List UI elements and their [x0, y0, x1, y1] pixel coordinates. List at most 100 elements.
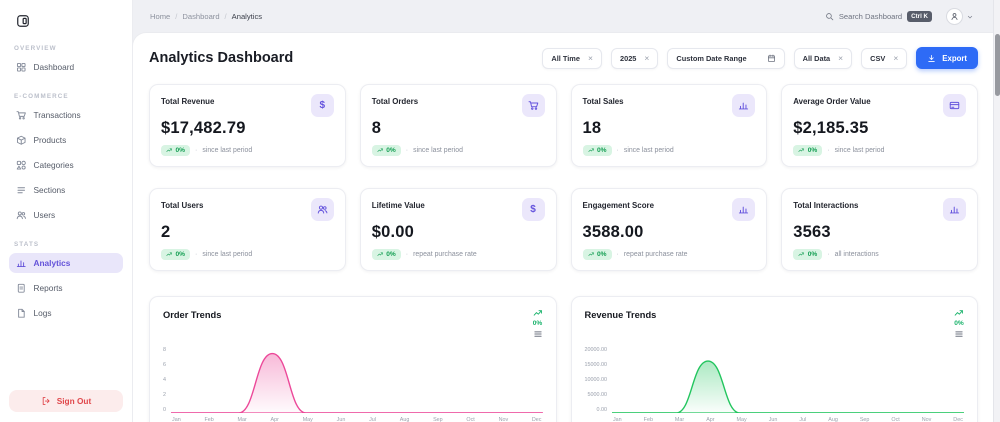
order-trends-chart-card: Order Trends 0% 8 6 4 2 0 [149, 296, 557, 422]
search-input[interactable]: Search Dashboard Ctrl K [825, 11, 932, 22]
x-tick-label: Nov [921, 417, 932, 422]
sidebar-item-sections[interactable]: Sections [9, 180, 123, 200]
y-tick-label: 5000.00 [587, 392, 607, 398]
scrollbar-thumb[interactable] [995, 34, 1000, 96]
products-box-icon [16, 135, 27, 146]
trend-up-icon [798, 251, 805, 258]
stat-label: Engagement Score [582, 201, 654, 210]
filter-chip-csv[interactable]: CSV × [861, 47, 908, 69]
logs-file-icon [16, 308, 27, 319]
sidebar-item-reports[interactable]: Reports [9, 278, 123, 298]
sidebar-item-dashboard[interactable]: Dashboard [9, 57, 123, 77]
breadcrumb-item-dashboard[interactable]: Dashboard [182, 12, 220, 21]
person-icon [950, 12, 959, 21]
chart-menu-icon[interactable] [954, 329, 964, 339]
x-tick-label: May [302, 417, 313, 422]
users-icon [16, 210, 27, 221]
x-tick-label: Aug [399, 417, 410, 422]
trend-up-icon [377, 251, 384, 258]
sections-lines-icon [16, 185, 27, 196]
sidebar-item-label: Sections [33, 185, 66, 195]
separator-dot: · [616, 147, 619, 154]
x-tick-label: Apr [270, 417, 279, 422]
trend-up-icon [588, 251, 595, 258]
x-tick-label: Dec [531, 417, 542, 422]
sidebar: OVERVIEW Dashboard E-COMMERCE Transactio… [0, 0, 133, 422]
sidebar-item-users[interactable]: Users [9, 205, 123, 225]
y-tick-label: 0.00 [596, 407, 607, 413]
search-icon [825, 12, 834, 21]
y-tick-label: 15000.00 [584, 362, 607, 368]
sidebar-item-analytics[interactable]: Analytics [9, 253, 123, 273]
chart-title: Revenue Trends [584, 310, 657, 320]
x-tick-label: Jan [612, 417, 622, 422]
sidebar-item-logs[interactable]: Logs [9, 303, 123, 323]
breadcrumb-separator: / [175, 12, 178, 21]
stat-card-total-interactions: Total Interactions 3563 0% · all interac… [781, 188, 978, 271]
bar-chart-icon [732, 198, 756, 221]
y-tick-label: 10000.00 [584, 377, 607, 383]
cart-icon [521, 94, 545, 117]
bar-chart-icon [943, 198, 966, 221]
filter-label: CSV [870, 53, 886, 63]
sidebar-item-categories[interactable]: Categories [9, 155, 123, 175]
export-label: Export [942, 53, 967, 63]
stat-value: 3588.00 [582, 223, 644, 241]
stat-value: 8 [371, 119, 382, 137]
page-header: Analytics Dashboard All Time × 2025 × Cu… [149, 47, 978, 69]
x-tick-label: Dec [953, 417, 963, 422]
avatar [946, 8, 963, 25]
x-tick-label: Jan [172, 417, 181, 422]
charts-grid: Order Trends 0% 8 6 4 2 0 [149, 296, 978, 422]
separator-dot: · [827, 147, 830, 154]
custom-date-range-picker[interactable]: Custom Date Range [667, 47, 785, 69]
trend-up-icon [166, 147, 173, 154]
stat-value: 2 [161, 223, 171, 241]
x-tick-label: May [736, 417, 747, 422]
stat-card-total-orders: Total Orders 8 0% · since last period [359, 84, 557, 167]
breadcrumb-separator: / [224, 12, 227, 21]
calendar-icon [767, 54, 776, 63]
separator-dot: · [616, 251, 619, 258]
sign-out-icon [41, 396, 51, 406]
stat-label: Total Users [161, 201, 204, 210]
top-bar: Home / Dashboard / Analytics Search Dash… [133, 0, 1000, 33]
filter-chip-year[interactable]: 2025 × [610, 47, 659, 69]
y-tick-label: 8 [163, 347, 166, 353]
close-icon[interactable]: × [893, 52, 899, 63]
y-axis-labels: 20000.00 15000.00 10000.00 5000.00 0.00 [585, 347, 607, 413]
x-tick-label: Feb [204, 417, 214, 422]
filter-chip-all-data[interactable]: All Data × [793, 47, 853, 69]
chart-tools: 0% [954, 308, 964, 339]
app-logo-icon[interactable] [12, 10, 34, 32]
sidebar-item-transactions[interactable]: Transactions [9, 105, 123, 125]
trend-badge: 0% [582, 145, 612, 156]
analytics-bars-icon [16, 258, 27, 269]
sign-out-button[interactable]: Sign Out [9, 390, 123, 412]
close-icon[interactable]: × [644, 52, 650, 63]
stat-label: Total Orders [371, 97, 419, 106]
close-icon[interactable]: × [838, 52, 844, 63]
x-axis-labels: Jan Feb Mar Apr May Jun Jul Aug Sep Oct Nov Dec [171, 417, 543, 422]
sidebar-item-products[interactable]: Products [9, 130, 123, 150]
filter-chip-all-time[interactable]: All Time × [542, 47, 602, 69]
breadcrumb-item-home[interactable]: Home [150, 12, 171, 21]
content-panel: Analytics Dashboard All Time × 2025 × Cu… [133, 33, 1000, 422]
close-icon[interactable]: × [588, 52, 593, 63]
export-button[interactable]: Export [916, 47, 978, 69]
sidebar-item-label: Logs [33, 308, 52, 318]
stat-value: 18 [582, 119, 602, 137]
stat-label: Average Order Value [793, 97, 871, 106]
profile-menu-button[interactable] [946, 8, 974, 25]
trend-badge: 0% [371, 249, 401, 260]
window-scrollbar[interactable] [993, 0, 1000, 422]
revenue-trends-chart-card: Revenue Trends 0% 20000.00 15000.00 10000.… [570, 296, 978, 422]
stat-card-lifetime-value: Lifetime Value $ $0.00 0% · repeat purch… [359, 188, 557, 271]
dashboard-grid-icon [16, 62, 27, 73]
stat-value: $2,185.35 [793, 119, 869, 137]
trend-up-icon [588, 147, 595, 154]
trend-badge: 0% [161, 249, 191, 260]
x-axis-labels: Jan Feb Mar Apr May Jun Jul Aug Sep Oct Nov Dec [612, 417, 964, 422]
separator-dot: · [195, 251, 198, 258]
chart-menu-icon[interactable] [533, 329, 543, 339]
